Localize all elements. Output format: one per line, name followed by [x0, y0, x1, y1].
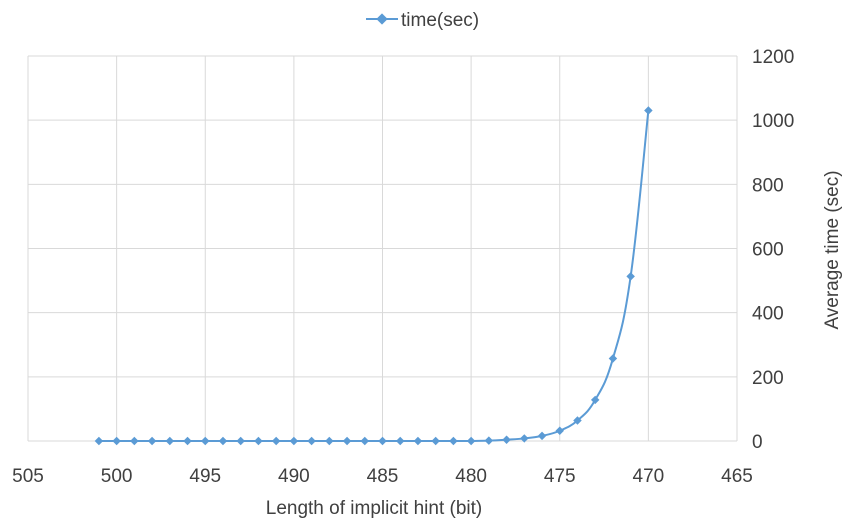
y-tick-label: 1000: [752, 111, 794, 132]
y-tick-label: 800: [752, 175, 784, 196]
data-point: [449, 436, 458, 446]
y-tick-label: 400: [752, 304, 784, 325]
data-point: [431, 436, 440, 446]
x-tick-label: 470: [633, 466, 665, 487]
data-point: [484, 436, 494, 445]
data-point: [378, 436, 387, 446]
data-point: [307, 436, 316, 446]
y-tick-label: 0: [752, 432, 763, 453]
y-tick-label: 600: [752, 240, 784, 261]
data-point: [94, 436, 104, 446]
data-point: [112, 436, 121, 446]
data-point: [147, 436, 157, 446]
data-point: [218, 436, 228, 446]
x-tick-label: 465: [721, 466, 753, 487]
data-point: [183, 436, 192, 446]
data-point: [573, 416, 582, 425]
x-tick-label: 485: [367, 466, 399, 487]
y-tick-label: 200: [752, 368, 784, 389]
gridlines: [27, 55, 738, 442]
data-point: [395, 436, 405, 446]
data-point: [520, 434, 529, 443]
data-point: [325, 436, 334, 446]
data-point: [254, 436, 263, 446]
data-point: [236, 436, 245, 446]
x-axis-ticks: 505 500 495 490 485 480 475 470 465: [12, 466, 753, 487]
x-tick-label: 490: [278, 466, 310, 487]
data-point: [608, 354, 618, 363]
data-point: [626, 272, 635, 281]
data-point: [342, 436, 352, 446]
data-point: [555, 426, 564, 435]
x-axis-title: Length of implicit hint (bit): [266, 498, 483, 519]
x-tick-label: 505: [12, 466, 44, 487]
y-tick-label: 1200: [752, 47, 794, 68]
data-point: [130, 436, 139, 446]
data-point: [289, 436, 299, 446]
x-tick-label: 480: [455, 466, 487, 487]
data-point: [201, 436, 210, 446]
x-tick-label: 495: [189, 466, 221, 487]
series-line: [98, 110, 650, 443]
x-tick-label: 475: [544, 466, 576, 487]
data-point: [537, 431, 547, 441]
x-tick-label: 500: [101, 466, 133, 487]
data-point: [165, 436, 175, 446]
data-point: [413, 436, 423, 446]
data-point: [644, 106, 653, 115]
legend: time(sec): [366, 10, 479, 31]
y-axis-title: Average time (sec): [822, 170, 843, 329]
y-axis-ticks: 0 200 400 600 800 1000 1200: [752, 47, 794, 453]
data-point: [590, 395, 600, 405]
data-point: [502, 435, 511, 444]
legend-label: time(sec): [401, 10, 479, 31]
series-layer: [94, 106, 653, 446]
data-point: [466, 436, 476, 446]
data-point: [271, 436, 281, 446]
legend-diamond-marker: [376, 13, 388, 25]
data-point: [360, 436, 370, 446]
